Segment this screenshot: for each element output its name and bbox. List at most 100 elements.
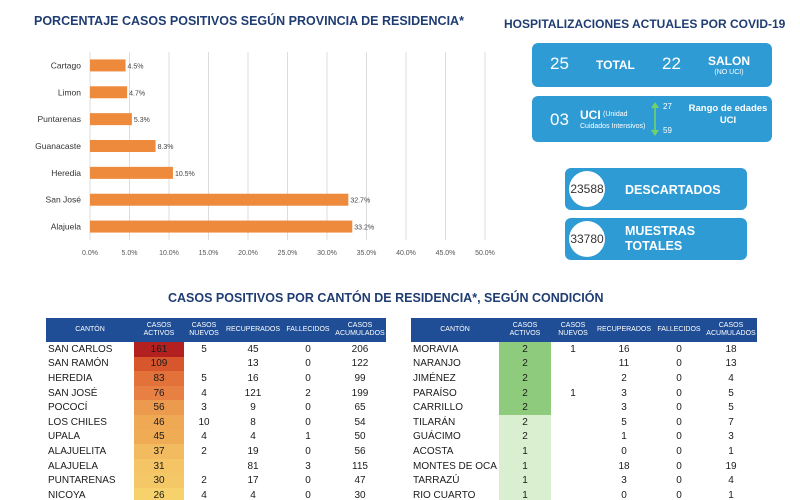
uci-label: UCI bbox=[580, 108, 601, 122]
cell-fallecidos: 0 bbox=[305, 402, 311, 414]
table-row: POCOCÍ 56 3 9 0 65 bbox=[46, 400, 386, 415]
cell-acumulados: 54 bbox=[354, 416, 366, 428]
cell-fallecidos: 0 bbox=[305, 343, 311, 355]
table-row: ALAJUELA 31 81 3 115 bbox=[46, 458, 386, 474]
hospital-total-card: 25 TOTAL 22 SALON (NO UCI) bbox=[532, 43, 772, 87]
table-row: RIO CUARTO 1 0 0 1 bbox=[411, 487, 757, 500]
bar bbox=[90, 86, 128, 99]
cell-nuevos: 1 bbox=[570, 387, 576, 399]
age-range-label: Rango de edades UCI bbox=[688, 103, 768, 126]
cell-fallecidos: 0 bbox=[676, 431, 682, 443]
cell-activos: 83 bbox=[134, 371, 184, 386]
cell-nuevos bbox=[551, 371, 595, 386]
cell-fallecidos: 0 bbox=[305, 358, 311, 370]
cell-acumulados: 115 bbox=[352, 460, 368, 472]
cell-recuperados: 3 bbox=[621, 475, 627, 487]
age-max: 59 bbox=[663, 126, 672, 135]
table-row: CARRILLO 2 3 0 5 bbox=[411, 400, 757, 415]
muestras-card: 33780 MUESTRAS TOTALES bbox=[565, 218, 747, 260]
table-row: HEREDIA 83 5 16 0 99 bbox=[46, 371, 386, 386]
cell-recuperados: 0 bbox=[621, 489, 627, 500]
header-activos: CASOS ACTIVOS bbox=[499, 318, 551, 342]
cell-activos: 45 bbox=[134, 429, 184, 445]
table-row: LOS CHILES 46 10 8 0 54 bbox=[46, 414, 386, 430]
cell-recuperados: 0 bbox=[621, 445, 627, 457]
cell-activos: 161 bbox=[134, 342, 184, 357]
category-label: Heredia bbox=[51, 168, 81, 178]
cell-activos: 1 bbox=[499, 473, 551, 488]
cell-recuperados: 18 bbox=[618, 460, 630, 472]
canton-table-left: CANTÓN CASOS ACTIVOS CASOS NUEVOS RECUPE… bbox=[46, 318, 386, 500]
cell-recuperados: 19 bbox=[247, 445, 259, 457]
cell-acumulados: 1 bbox=[728, 445, 734, 457]
cell-canton: LOS CHILES bbox=[48, 416, 107, 428]
table-row: SAN RAMÓN 109 13 0 122 bbox=[46, 356, 386, 372]
bar bbox=[90, 59, 126, 72]
cell-nuevos bbox=[551, 400, 595, 415]
table-row: UPALA 45 4 4 1 50 bbox=[46, 429, 386, 445]
cell-fallecidos: 0 bbox=[676, 358, 682, 370]
cell-nuevos: 1 bbox=[570, 343, 576, 355]
table-row: TARRAZÚ 1 3 0 4 bbox=[411, 473, 757, 488]
cell-nuevos bbox=[551, 444, 595, 459]
chart-title: PORCENTAJE CASOS POSITIVOS SEGÚN PROVINC… bbox=[34, 14, 464, 28]
descartados-label: DESCARTADOS bbox=[625, 183, 721, 197]
cell-acumulados: 122 bbox=[351, 358, 369, 370]
x-tick-label: 30.0% bbox=[317, 250, 337, 257]
table-header-row: CANTÓN CASOS ACTIVOS CASOS NUEVOS RECUPE… bbox=[411, 318, 757, 342]
table-row: NICOYA 26 4 4 0 30 bbox=[46, 487, 386, 500]
bar bbox=[90, 140, 156, 152]
cell-acumulados: 56 bbox=[354, 445, 366, 457]
cell-fallecidos: 0 bbox=[676, 402, 682, 414]
header-canton: CANTÓN bbox=[46, 318, 134, 342]
x-tick-label: 20.0% bbox=[238, 250, 258, 257]
table-title: CASOS POSITIVOS POR CANTÓN DE RESIDENCIA… bbox=[168, 291, 604, 305]
cell-activos: 2 bbox=[499, 414, 551, 430]
hospitalizations-title: HOSPITALIZACIONES ACTUALES POR COVID-19 bbox=[504, 17, 786, 31]
cell-activos: 76 bbox=[134, 385, 184, 401]
total-label: TOTAL bbox=[596, 58, 635, 72]
cell-activos: 37 bbox=[134, 444, 184, 459]
province-bar-chart: 0.0% 5.0% 10.0% 15.0% 20.0% 25.0% 30.0% 35.0% 40… bbox=[35, 52, 495, 257]
cell-acumulados: 50 bbox=[354, 431, 366, 443]
cell-acumulados: 99 bbox=[354, 372, 366, 384]
bar-value-label: 32.7% bbox=[350, 198, 370, 205]
descartados-value: 23588 bbox=[569, 171, 605, 207]
cell-acumulados: 5 bbox=[728, 387, 734, 399]
cell-canton: UPALA bbox=[48, 431, 81, 443]
header-nuevos: CASOS NUEVOS bbox=[184, 318, 224, 342]
cell-canton: TARRAZÚ bbox=[413, 475, 460, 487]
cell-canton: ALAJUELITA bbox=[48, 445, 107, 457]
bar-value-label: 4.5% bbox=[128, 63, 144, 70]
cell-canton: CARRILLO bbox=[413, 402, 464, 414]
cell-recuperados: 2 bbox=[621, 372, 627, 384]
total-value: 25 bbox=[550, 54, 569, 73]
cell-canton: POCOCÍ bbox=[48, 402, 88, 414]
cell-canton: RIO CUARTO bbox=[413, 489, 476, 500]
table-row: MORAVIA 2 1 16 0 18 bbox=[411, 342, 757, 357]
cell-canton: NARANJO bbox=[413, 358, 461, 370]
cell-canton: HEREDIA bbox=[48, 372, 93, 384]
cell-nuevos: 3 bbox=[201, 402, 207, 414]
cell-recuperados: 4 bbox=[250, 489, 256, 500]
header-canton: CANTÓN bbox=[411, 318, 499, 342]
cell-acumulados: 199 bbox=[351, 387, 369, 399]
cell-fallecidos: 0 bbox=[676, 416, 682, 428]
cell-nuevos bbox=[184, 459, 224, 474]
cell-canton: SAN CARLOS bbox=[48, 343, 113, 355]
header-acumulados: CASOS ACUMULADOS bbox=[334, 318, 386, 342]
cell-recuperados: 1 bbox=[621, 431, 627, 443]
cell-activos: 31 bbox=[134, 458, 184, 474]
cell-activos: 30 bbox=[134, 473, 184, 488]
table-row: SAN JOSÉ 76 4 121 2 199 bbox=[46, 385, 386, 401]
table-row: PUNTARENAS 30 2 17 0 47 bbox=[46, 473, 386, 488]
cell-fallecidos: 0 bbox=[305, 475, 311, 487]
cell-canton: SAN JOSÉ bbox=[48, 387, 98, 399]
age-range-arrow-icon bbox=[651, 102, 659, 136]
cell-recuperados: 121 bbox=[244, 387, 262, 399]
category-label: Limon bbox=[58, 87, 81, 97]
table-row: ALAJUELITA 37 2 19 0 56 bbox=[46, 444, 386, 459]
cell-fallecidos: 0 bbox=[676, 445, 682, 457]
cell-activos: 2 bbox=[499, 385, 551, 401]
x-tick-label: 10.0% bbox=[159, 250, 179, 257]
